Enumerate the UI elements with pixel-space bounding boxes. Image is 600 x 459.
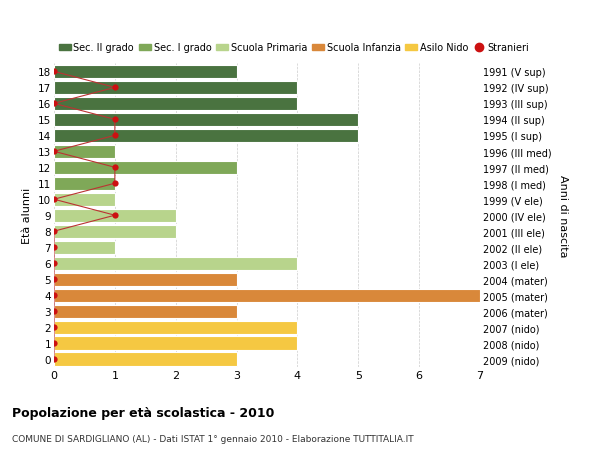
Bar <box>54 273 236 286</box>
Bar <box>54 257 298 270</box>
Bar <box>54 225 176 238</box>
Text: COMUNE DI SARDIGLIANO (AL) - Dati ISTAT 1° gennaio 2010 - Elaborazione TUTTITALI: COMUNE DI SARDIGLIANO (AL) - Dati ISTAT … <box>12 434 413 443</box>
Bar <box>54 241 115 254</box>
Bar <box>54 305 236 318</box>
Bar <box>54 98 298 111</box>
Bar <box>54 321 298 334</box>
Legend: Sec. II grado, Sec. I grado, Scuola Primaria, Scuola Infanzia, Asilo Nido, Stran: Sec. II grado, Sec. I grado, Scuola Prim… <box>59 43 530 53</box>
Bar <box>54 113 358 127</box>
Bar <box>54 82 298 95</box>
Y-axis label: Anni di nascita: Anni di nascita <box>558 174 568 257</box>
Y-axis label: Età alunni: Età alunni <box>22 188 32 244</box>
Bar <box>54 162 236 174</box>
Bar <box>54 146 115 158</box>
Bar <box>54 66 236 79</box>
Bar <box>54 289 480 302</box>
Bar <box>54 193 115 207</box>
Text: Popolazione per età scolastica - 2010: Popolazione per età scolastica - 2010 <box>12 406 274 419</box>
Bar <box>54 209 176 222</box>
Bar <box>54 177 115 190</box>
Bar <box>54 337 298 350</box>
Bar <box>54 353 236 366</box>
Bar <box>54 129 358 143</box>
